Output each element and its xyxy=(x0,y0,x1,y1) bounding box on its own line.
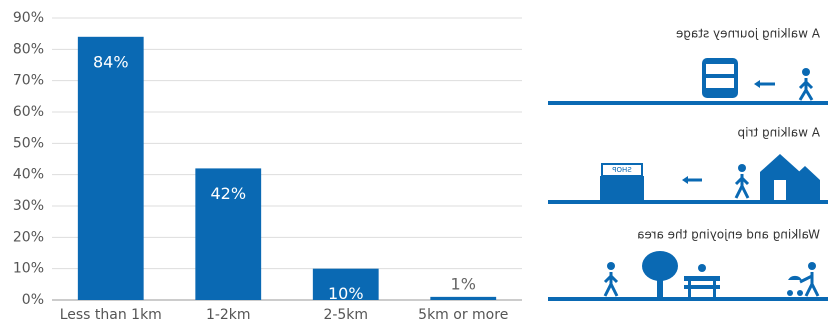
value-label: 42% xyxy=(210,184,246,203)
y-tick-label: 30% xyxy=(13,198,44,214)
infographic: A walking journey stage A walking trip W… xyxy=(548,27,828,301)
bar xyxy=(430,296,497,300)
tree-icon xyxy=(642,251,678,281)
y-tick-label: 10% xyxy=(13,261,44,277)
person-icon xyxy=(798,78,814,101)
stroller-icon xyxy=(788,275,802,280)
person-icon xyxy=(607,262,615,270)
ground-line xyxy=(548,297,828,301)
bench-icon xyxy=(684,276,720,281)
arrow-head xyxy=(754,80,760,88)
bar xyxy=(195,168,262,300)
bus-window xyxy=(706,78,734,88)
shop-sign: SHOP xyxy=(612,166,631,174)
bench-icon xyxy=(684,285,720,289)
panel-label: A walking journey stage xyxy=(676,27,820,41)
house-icon xyxy=(790,166,820,200)
y-tick-label: 50% xyxy=(13,135,44,151)
value-label: 1% xyxy=(451,274,476,293)
panel-label: Walking and enjoying the area xyxy=(637,228,820,242)
ground-line xyxy=(548,200,828,204)
y-tick-label: 80% xyxy=(13,41,44,57)
y-tick-label: 20% xyxy=(13,229,44,245)
person-icon xyxy=(808,262,816,270)
person-icon xyxy=(802,68,810,76)
stroller-wheel xyxy=(787,290,793,296)
person-icon xyxy=(734,174,750,199)
arrow-head xyxy=(682,176,688,184)
person-icon xyxy=(738,164,746,172)
bus-window xyxy=(706,64,734,74)
house-door xyxy=(774,180,786,200)
shop-icon xyxy=(600,176,644,200)
panel-label: A walking trip xyxy=(738,126,820,140)
y-tick-label: 90% xyxy=(13,10,44,26)
person-icon xyxy=(698,264,706,272)
ground-line xyxy=(548,101,828,105)
y-tick-label: 70% xyxy=(13,73,44,89)
stroller-wheel xyxy=(797,290,803,296)
y-tick-label: 60% xyxy=(13,104,44,120)
value-label: 84% xyxy=(93,52,129,71)
y-tick-label: 0% xyxy=(22,292,44,308)
x-tick-label: Less than 1km xyxy=(60,307,162,323)
person-icon xyxy=(799,272,820,297)
bar xyxy=(312,268,379,300)
y-tick-label: 40% xyxy=(13,167,44,183)
bench-leg xyxy=(688,281,691,297)
tree-trunk xyxy=(657,272,663,297)
shop-sign-box xyxy=(601,163,643,177)
person-icon xyxy=(603,272,619,297)
value-label: 10% xyxy=(328,284,364,303)
x-tick-label: 2-5km xyxy=(323,307,368,323)
bar xyxy=(77,36,144,301)
x-tick-label: 5km or more xyxy=(418,307,508,323)
x-tick-label: 1-2km xyxy=(206,307,251,323)
bench-leg xyxy=(713,281,716,297)
